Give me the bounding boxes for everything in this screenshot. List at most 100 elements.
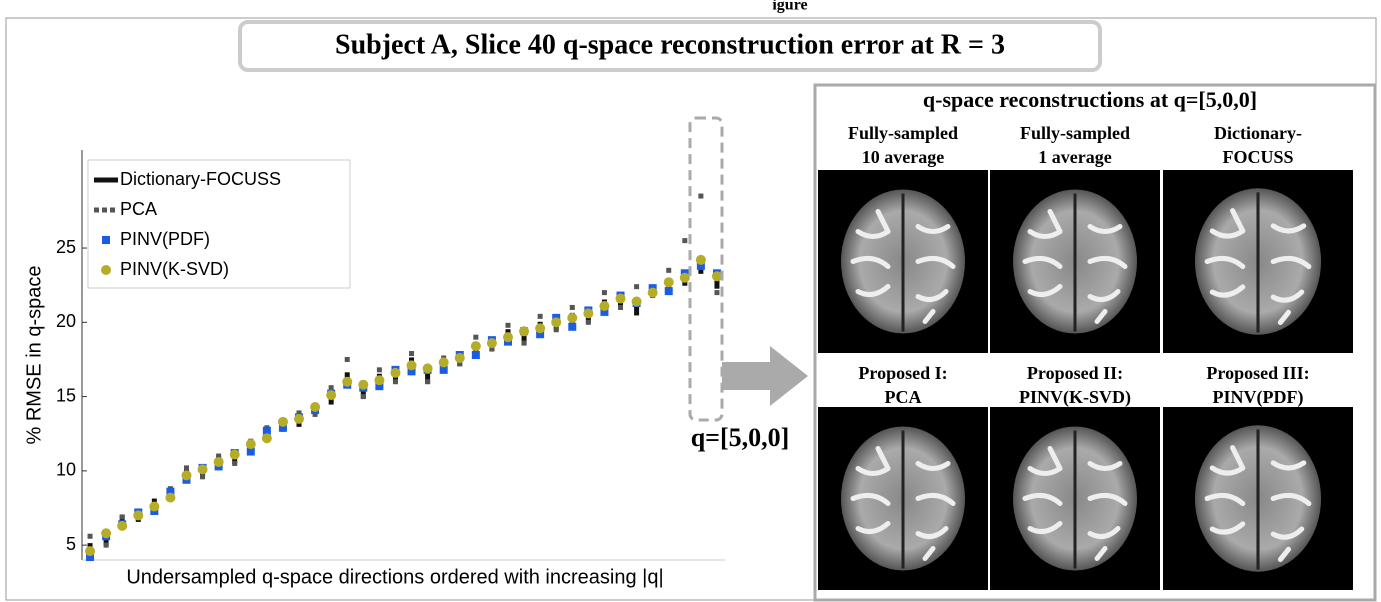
image-label: 10 average xyxy=(862,147,944,167)
point xyxy=(392,379,398,385)
point xyxy=(647,287,658,298)
point xyxy=(536,330,545,339)
point xyxy=(631,296,642,307)
point xyxy=(390,367,401,378)
image-grid: Fully-sampled 10 average Fully-sampled 1 av… xyxy=(818,123,1353,590)
point xyxy=(695,254,706,265)
point xyxy=(422,363,433,374)
point xyxy=(261,433,272,444)
point xyxy=(165,492,176,503)
highlight-box xyxy=(688,116,724,422)
arrow xyxy=(722,346,808,406)
point xyxy=(375,382,384,391)
point xyxy=(600,307,609,316)
brain-image xyxy=(990,409,1160,589)
point xyxy=(439,365,448,374)
point xyxy=(521,340,527,346)
annotation: q=[5,0,0] xyxy=(691,423,790,452)
chart: 5 10 15 20 25 % RMSE in q-space Undersampled q… xyxy=(23,150,725,588)
point xyxy=(119,514,125,520)
point xyxy=(213,456,224,467)
image-label: Proposed I: xyxy=(858,363,947,383)
legend-label: PINV(PDF) xyxy=(120,229,210,249)
point xyxy=(634,284,640,290)
y-tick-label: 5 xyxy=(66,534,76,554)
point xyxy=(711,271,722,282)
point xyxy=(310,401,321,412)
brain-image xyxy=(818,172,988,352)
y-tick-label: 25 xyxy=(56,237,76,257)
legend-label: PINV(K-SVD) xyxy=(120,259,229,279)
point xyxy=(568,322,577,331)
point xyxy=(553,327,559,333)
image-label: PINV(PDF) xyxy=(1213,387,1304,408)
legend-label: Dictionary-FOCUSS xyxy=(120,169,281,189)
legend-swatch xyxy=(102,236,110,244)
title: Subject A, Slice 40 q-space reconstructi… xyxy=(335,29,1005,60)
point xyxy=(471,351,480,359)
point xyxy=(599,300,610,311)
point xyxy=(328,385,334,391)
point xyxy=(246,447,255,456)
image-label: PCA xyxy=(885,387,922,407)
image-label: FOCUSS xyxy=(1222,147,1293,167)
point xyxy=(615,293,626,304)
point xyxy=(87,533,93,539)
image-label: 1 average xyxy=(1038,147,1111,167)
point xyxy=(406,360,417,371)
point xyxy=(666,267,672,273)
y-tick-label: 15 xyxy=(56,385,76,405)
point xyxy=(376,367,382,373)
y-axis-label: % RMSE in q-space xyxy=(23,266,45,445)
point xyxy=(374,375,385,386)
point xyxy=(101,528,112,539)
legend-box xyxy=(87,159,351,289)
point xyxy=(197,464,208,475)
point xyxy=(537,313,543,319)
y-tick-label: 20 xyxy=(56,311,76,331)
point xyxy=(232,460,238,466)
brain-image xyxy=(818,409,988,589)
y-tick-label: 10 xyxy=(56,460,76,480)
point xyxy=(360,388,366,399)
point xyxy=(103,535,109,546)
point xyxy=(583,308,594,319)
point xyxy=(425,379,431,385)
title-box xyxy=(238,20,1102,72)
panel-title: q-space reconstructions at q=[5,0,0] xyxy=(923,87,1257,112)
brain-image xyxy=(1172,170,1345,353)
point xyxy=(535,323,546,334)
point xyxy=(618,304,624,310)
point xyxy=(262,426,271,435)
point xyxy=(634,305,640,316)
point xyxy=(567,312,578,323)
point xyxy=(358,379,369,390)
point xyxy=(457,361,463,367)
point xyxy=(277,416,288,427)
point xyxy=(714,278,720,289)
point xyxy=(117,520,128,531)
point xyxy=(166,487,175,496)
point xyxy=(438,357,449,368)
point xyxy=(312,411,318,417)
point xyxy=(521,335,527,346)
point xyxy=(342,376,353,387)
point xyxy=(407,367,416,376)
point xyxy=(103,542,109,548)
caption-fragment: igure xyxy=(772,0,807,14)
point xyxy=(181,470,192,481)
point xyxy=(569,304,575,310)
point xyxy=(663,277,674,288)
point xyxy=(133,510,144,521)
point xyxy=(454,352,465,363)
image-label: Dictionary- xyxy=(1214,123,1302,143)
point xyxy=(505,322,511,328)
point xyxy=(119,514,125,525)
point xyxy=(200,474,206,480)
point xyxy=(601,290,607,296)
image-label: Fully-sampled xyxy=(1020,123,1130,143)
point xyxy=(344,356,350,362)
point xyxy=(519,326,530,337)
point xyxy=(473,334,479,340)
